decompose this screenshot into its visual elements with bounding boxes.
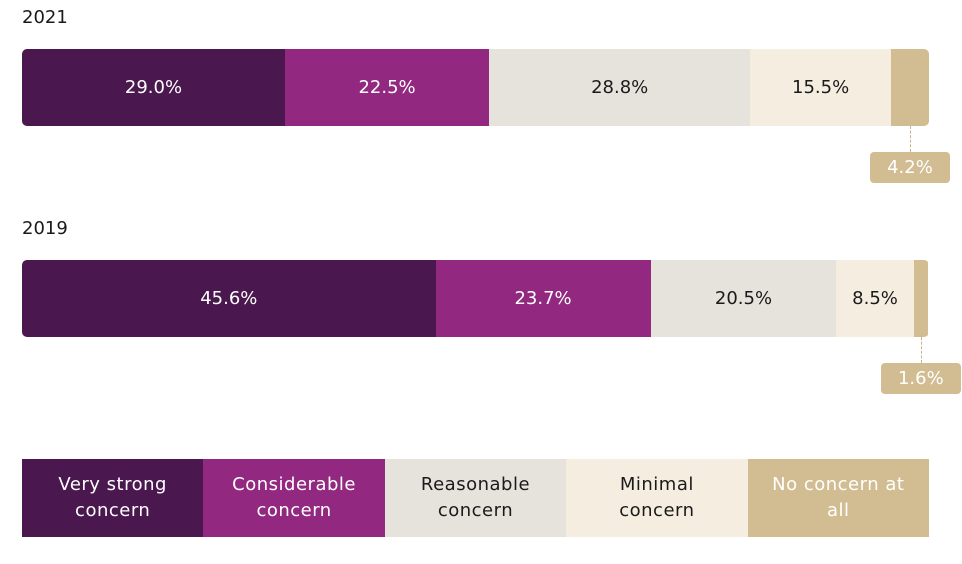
legend-label: Considerable concern [232,474,356,521]
legend-item: Very strong concern [22,459,204,537]
value-label: 29.0% [124,77,183,98]
bar-segment: 20.5% [650,260,837,337]
legend-label: No concern at all [772,474,905,521]
legend-item: No concern at all [747,459,929,537]
callout-label: 1.6% [880,363,961,394]
bar-segment [913,260,929,337]
bar: 45.6% 23.7% 20.5% 8.5% [22,260,929,337]
callout-line [909,126,911,152]
bar-segment: 29.0% [22,49,286,126]
value-label: 20.5% [714,288,773,309]
legend-label: Reasonable concern [420,474,531,521]
value-label: 28.8% [591,77,649,98]
callout-line [920,337,922,363]
legend-label: Very strong concern [58,474,167,521]
value-label: 8.5% [852,288,898,309]
value-label: 45.6% [200,288,258,309]
bar-segment: 23.7% [435,260,651,337]
bar-segment: 28.8% [489,49,751,126]
bar-segment [890,49,929,126]
legend-item: Reasonable concern [384,459,567,537]
legend-item: Minimal concern [566,459,748,537]
value-label: 22.5% [358,77,416,98]
bar-segment: 22.5% [285,49,490,126]
value-label: 15.5% [792,77,850,98]
legend-item: Considerable concern [203,459,385,537]
bar-segment: 15.5% [750,49,891,126]
bar: 29.0% 22.5% 28.8% 15.5% [22,49,929,126]
value-label: 23.7% [514,288,572,309]
row-label: 2019 [22,218,68,239]
legend-label: Minimal concern [619,474,695,521]
bar-segment: 8.5% [836,260,914,337]
bar-segment: 45.6% [22,260,436,337]
row-label: 2021 [22,7,68,28]
callout-label: 4.2% [869,152,950,183]
